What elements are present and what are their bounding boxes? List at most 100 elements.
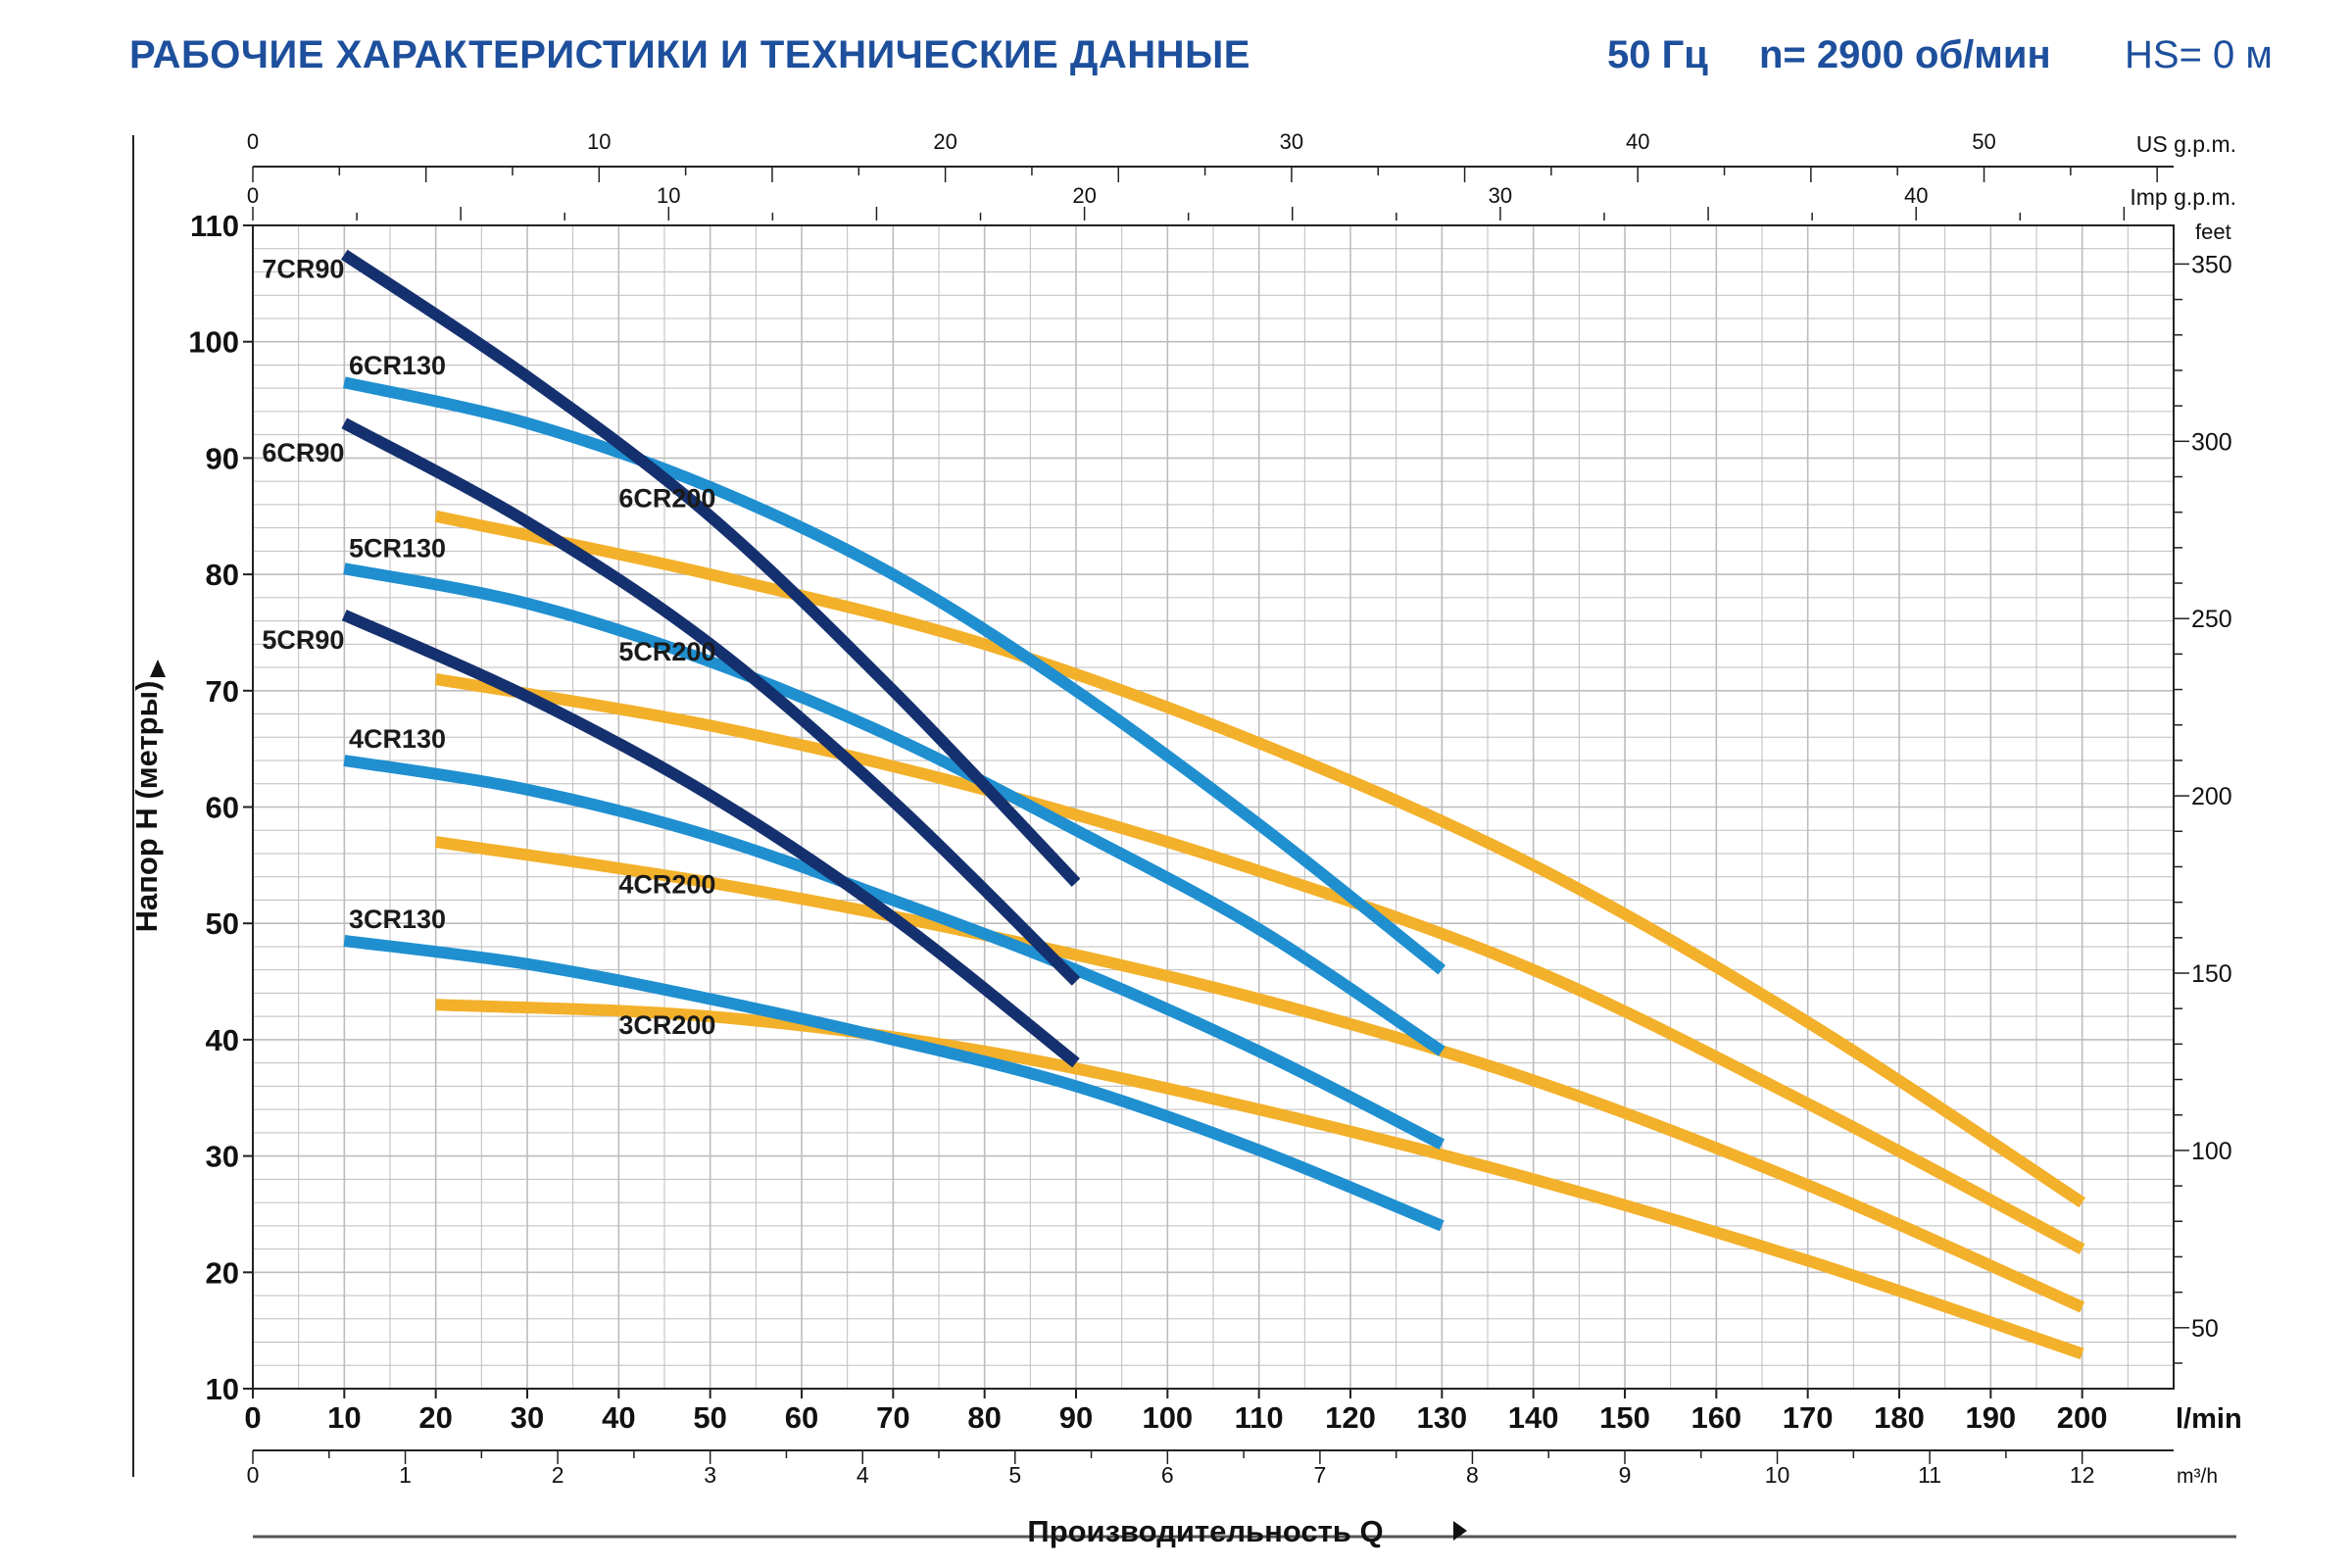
- series-curve-3cr130: [343, 935, 1445, 1232]
- hs-label: HS= 0 м: [2125, 33, 2273, 76]
- m3h-tick-label: 6: [1161, 1462, 1174, 1488]
- m3h-tick-label: 8: [1466, 1462, 1479, 1488]
- imp-gpm-tick-label: 40: [1904, 183, 1928, 208]
- m3h-tick-label: 4: [857, 1462, 869, 1488]
- x-tick-label: 160: [1690, 1400, 1741, 1435]
- curve-label-3cr130: 3CR130: [349, 905, 446, 934]
- x-tick-label: 40: [602, 1400, 635, 1435]
- feet-tick-label: 200: [2191, 783, 2232, 810]
- y-tick-label: 20: [206, 1255, 239, 1290]
- series-curve-7cr90: [340, 249, 1081, 887]
- imp-gpm-tick-label: 30: [1489, 183, 1512, 208]
- y-tick-label: 30: [206, 1140, 239, 1174]
- x-tick-label: 180: [1874, 1400, 1925, 1435]
- us-gpm-unit-label: US g.p.m.: [2136, 131, 2236, 157]
- y-axis-arrow-icon: [150, 660, 166, 677]
- curve-label-7cr90: 7CR90: [262, 254, 344, 283]
- curve-label-4cr200: 4CR200: [618, 869, 715, 899]
- m3h-tick-label: 0: [247, 1462, 260, 1488]
- imp-gpm-tick-label: 0: [247, 183, 259, 208]
- curve-label-5cr130: 5CR130: [349, 533, 446, 563]
- x-tick-label: 30: [511, 1400, 544, 1435]
- x-axis-title: Производительность Q: [1027, 1514, 1383, 1548]
- series-curve-5cr130: [343, 563, 1446, 1056]
- feet-tick-label: 250: [2191, 606, 2232, 633]
- us-gpm-tick-label: 0: [247, 129, 259, 154]
- header: РАБОЧИЕ ХАРАКТЕРИСТИКИ И ТЕХНИЧЕСКИЕ ДАН…: [0, 0, 2352, 118]
- series-curve-4cr200: [434, 836, 2085, 1313]
- x-tick-label: 50: [693, 1400, 726, 1435]
- us-gpm-tick-label: 10: [587, 129, 611, 154]
- y-tick-label: 80: [206, 558, 239, 592]
- m3h-tick-label: 12: [2070, 1462, 2095, 1488]
- x-tick-label: 80: [967, 1400, 1001, 1435]
- us-gpm-tick-label: 50: [1972, 129, 1995, 154]
- m3h-tick-label: 3: [704, 1462, 716, 1488]
- y-tick-label: 50: [206, 906, 239, 941]
- series-curve-6cr200: [434, 510, 2085, 1208]
- us-gpm-tick-label: 40: [1626, 129, 1649, 154]
- x-tick-label: 170: [1783, 1400, 1834, 1435]
- y-tick-label: 100: [188, 325, 239, 360]
- imp-gpm-tick-label: 20: [1072, 183, 1096, 208]
- x-tick-label: 70: [876, 1400, 909, 1435]
- x-tick-label: 10: [327, 1400, 361, 1435]
- m3h-tick-label: 9: [1619, 1462, 1632, 1488]
- y-tick-label: 70: [206, 674, 239, 709]
- y-axis-title: Напор H (метры): [129, 681, 164, 933]
- page-title: РАБОЧИЕ ХАРАКТЕРИСТИКИ И ТЕХНИЧЕСКИЕ ДАН…: [129, 33, 1250, 76]
- feet-tick-label: 300: [2191, 428, 2232, 456]
- m3h-tick-label: 1: [399, 1462, 412, 1488]
- x-tick-label: 90: [1059, 1400, 1093, 1435]
- m3h-tick-label: 11: [1918, 1462, 1941, 1488]
- y-tick-label: 40: [206, 1023, 239, 1057]
- series-curve-4cr130: [343, 755, 1446, 1151]
- x-axis-arrow-icon: [1453, 1521, 1467, 1541]
- series-curve-5cr200: [434, 672, 2085, 1254]
- curve-label-6cr200: 6CR200: [618, 483, 715, 513]
- x-tick-label: 0: [244, 1400, 261, 1435]
- x-tick-label: 110: [1235, 1400, 1284, 1435]
- frequency-label: 50 Гц: [1607, 33, 1708, 76]
- x-tick-label: 190: [1965, 1400, 2016, 1435]
- y-tick-label: 90: [206, 441, 239, 475]
- feet-tick-label: 350: [2191, 251, 2232, 278]
- x-tick-label: 130: [1416, 1400, 1467, 1435]
- x-unit-label: l/min: [2176, 1403, 2242, 1435]
- x-tick-label: 140: [1508, 1400, 1559, 1435]
- x-tick-label: 100: [1142, 1400, 1193, 1435]
- curve-label-5cr90: 5CR90: [262, 625, 344, 655]
- us-gpm-tick-label: 30: [1280, 129, 1303, 154]
- m3h-unit-label: m³/h: [2177, 1465, 2218, 1488]
- series-curve-6cr90: [341, 417, 1081, 986]
- imp-gpm-tick-label: 10: [657, 183, 680, 208]
- curve-label-5cr200: 5CR200: [618, 637, 715, 666]
- curve-label-6cr130: 6CR130: [349, 351, 446, 380]
- curve-label-4cr130: 4CR130: [349, 724, 446, 754]
- curve-labels: 7CR90 6CR130 6CR90 5CR130 5CR90 4CR130 3CR130 6…: [262, 254, 715, 1040]
- x-tick-label: 120: [1325, 1400, 1376, 1435]
- m3h-tick-label: 5: [1008, 1462, 1021, 1488]
- feet-unit-label: feet: [2195, 220, 2231, 244]
- feet-tick-label: 100: [2191, 1138, 2232, 1165]
- series-curve-3cr200: [435, 999, 2084, 1360]
- feet-tick-label: 150: [2191, 960, 2232, 988]
- grid: [253, 225, 2174, 1389]
- x-tick-label: 20: [418, 1400, 452, 1435]
- feet-tick-label: 50: [2191, 1315, 2219, 1343]
- x-tick-label: 200: [2057, 1400, 2108, 1435]
- series-curve-6cr130: [342, 376, 1446, 975]
- y-tick-label: 60: [206, 791, 239, 825]
- series: [340, 249, 2085, 1360]
- imp-gpm-unit-label: Imp g.p.m.: [2130, 184, 2236, 210]
- m3h-tick-label: 2: [552, 1462, 564, 1488]
- x-tick-label: 60: [785, 1400, 818, 1435]
- series-curve-5cr90: [341, 610, 1080, 1068]
- x-tick-label: 150: [1599, 1400, 1650, 1435]
- y-tick-label: 10: [206, 1372, 239, 1406]
- curve-label-6cr90: 6CR90: [262, 438, 344, 467]
- m3h-tick-label: 7: [1313, 1462, 1326, 1488]
- m3h-tick-label: 10: [1765, 1462, 1790, 1488]
